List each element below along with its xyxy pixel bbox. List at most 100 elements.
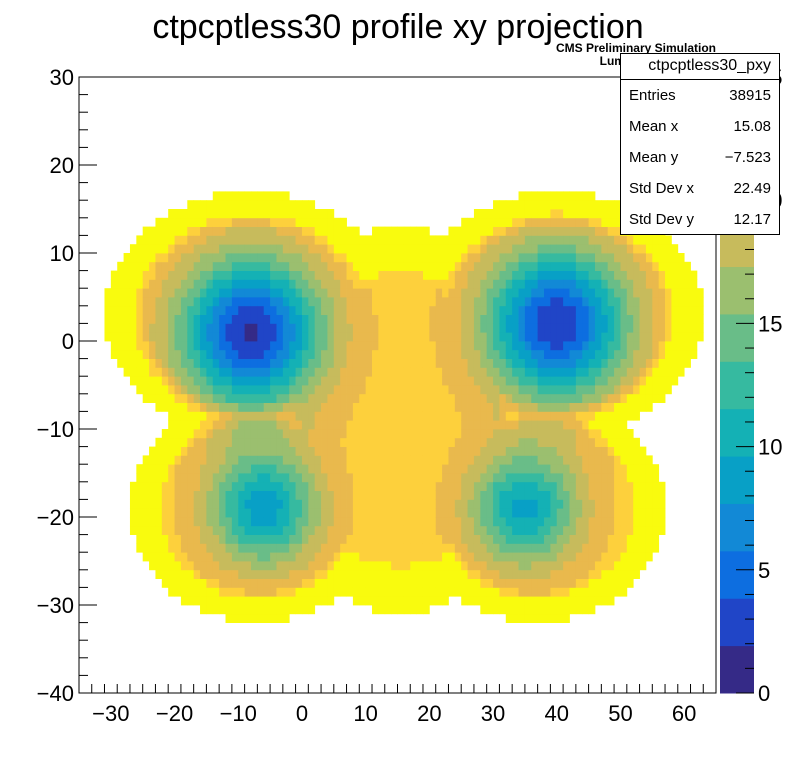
heatmap-cell — [333, 569, 341, 579]
heatmap-cell — [486, 402, 494, 412]
heatmap-cell — [250, 517, 258, 527]
heatmap-cell — [486, 490, 494, 500]
heatmap-cell — [149, 446, 156, 456]
heatmap-cell — [614, 270, 621, 280]
heatmap-cell — [505, 411, 513, 421]
heatmap-cell — [308, 270, 316, 280]
heatmap-cell — [231, 596, 239, 606]
heatmap-cell — [352, 437, 360, 447]
heatmap-cell — [448, 437, 456, 447]
heatmap-cell — [499, 437, 507, 447]
heatmap-cell — [480, 552, 488, 562]
heatmap-cell — [652, 393, 660, 403]
heatmap-cell — [327, 578, 335, 588]
heatmap-cell — [340, 446, 347, 456]
heatmap-cell — [308, 490, 316, 500]
heatmap-cell — [403, 578, 411, 588]
heatmap-cell — [467, 420, 475, 430]
heatmap-cell — [180, 446, 188, 456]
heatmap-cell — [473, 261, 481, 271]
heatmap-cell — [308, 411, 316, 421]
heatmap-cell — [391, 587, 398, 597]
heatmap-cell — [582, 605, 589, 615]
heatmap-cell — [518, 517, 526, 527]
heatmap-cell — [365, 508, 373, 518]
heatmap-cell — [295, 358, 303, 368]
heatmap-cell — [244, 217, 252, 227]
heatmap-cell — [391, 420, 398, 430]
heatmap-cell — [263, 552, 271, 562]
heatmap-cell — [270, 552, 277, 562]
heatmap-cell — [212, 587, 220, 597]
heatmap-cell — [639, 393, 647, 403]
heatmap-cell — [155, 305, 163, 315]
heatmap-cell — [486, 261, 494, 271]
heatmap-cell — [295, 200, 303, 210]
heatmap-cell — [429, 253, 437, 263]
heatmap-cell — [531, 393, 539, 403]
heatmap-cell — [200, 235, 207, 245]
heatmap-cell — [257, 569, 265, 579]
y-tick-label: 20 — [50, 153, 74, 178]
heatmap-cell — [454, 226, 462, 236]
heatmap-cell — [200, 244, 207, 254]
heatmap-cell — [594, 349, 602, 359]
heatmap-cell — [219, 209, 226, 219]
heatmap-cell — [403, 420, 411, 430]
heatmap-cell — [563, 253, 570, 263]
heatmap-cell — [499, 200, 507, 210]
heatmap-cell — [142, 261, 150, 271]
heatmap-cell — [161, 534, 169, 544]
heatmap-cell — [448, 481, 456, 491]
heatmap-cell — [607, 261, 615, 271]
heatmap-cell — [671, 341, 679, 351]
heatmap-cell — [556, 587, 564, 597]
heatmap-cell — [422, 244, 430, 254]
heatmap-cell — [257, 358, 265, 368]
heatmap-cell — [594, 534, 602, 544]
heatmap-cell — [187, 429, 195, 439]
heatmap-cell — [282, 341, 290, 351]
heatmap-cell — [180, 534, 188, 544]
heatmap-cell — [365, 525, 373, 535]
heatmap-cell — [575, 332, 583, 342]
heatmap-cell — [212, 543, 220, 553]
heatmap-cell — [633, 253, 640, 263]
heatmap-cell — [550, 261, 558, 271]
heatmap-cell — [480, 226, 488, 236]
heatmap-cell — [352, 305, 360, 315]
heatmap-cell — [645, 534, 653, 544]
heatmap-cell — [365, 534, 373, 544]
heatmap-cell — [524, 297, 532, 307]
heatmap-cell — [518, 596, 526, 606]
heatmap-cell — [219, 367, 226, 377]
heatmap-cell — [340, 473, 347, 483]
heatmap-cell — [193, 358, 201, 368]
heatmap-cell — [435, 261, 443, 271]
heatmap-cell — [454, 297, 462, 307]
heatmap-cell — [563, 587, 570, 597]
heatmap-cell — [512, 253, 519, 263]
heatmap-cell — [174, 552, 182, 562]
heatmap-cell — [550, 393, 558, 403]
heatmap-cell — [276, 429, 284, 439]
heatmap-cell — [231, 305, 239, 315]
heatmap-cell — [454, 561, 462, 571]
heatmap-cell — [601, 385, 609, 395]
heatmap-cell — [365, 270, 373, 280]
heatmap-cell — [333, 349, 341, 359]
heatmap-cell — [422, 226, 430, 236]
heatmap-cell — [289, 270, 296, 280]
heatmap-cell — [569, 297, 577, 307]
heatmap-cell — [639, 490, 647, 500]
heatmap-cell — [212, 561, 220, 571]
heatmap-cell — [180, 209, 188, 219]
heatmap-cell — [193, 288, 201, 298]
heatmap-cell — [340, 253, 347, 263]
heatmap-cell — [499, 226, 507, 236]
heatmap-cell — [365, 552, 373, 562]
heatmap-cell — [569, 464, 577, 474]
heatmap-cell — [493, 561, 500, 571]
heatmap-cell — [614, 490, 621, 500]
heatmap-cell — [193, 508, 201, 518]
